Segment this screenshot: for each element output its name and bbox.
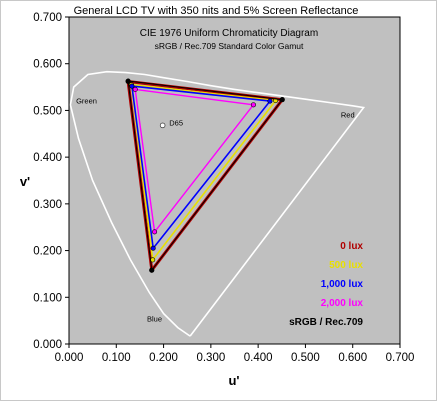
x-tick-label: 0.200 [149,352,178,364]
y-tick-label: 0.200 [33,246,62,258]
x-tick-label: 0.100 [102,352,131,364]
label-blue: Blue [147,315,162,324]
y-tick-label: 0.700 [33,12,62,24]
chart-title: General LCD TV with 350 nits and 5% Scre… [74,5,359,17]
gamut-1-000-lux [131,85,271,249]
gamut-2-000-lux [134,88,255,233]
legend-0-lux: 0 lux [340,241,363,252]
label-green: Green [76,96,97,105]
x-tick-label: 0.500 [291,352,320,364]
y-tick-label: 0.400 [33,152,62,164]
x-tick-label: 0.600 [338,352,367,364]
label-red: Red [341,110,355,119]
vertex-srgb-rec-709-2 [149,267,155,273]
legend-500-lux: 500 lux [329,260,363,271]
vertex-2-000-lux-2 [152,229,158,235]
x-tick-label: 0.400 [244,352,273,364]
spectral-locus [69,70,366,337]
diagram-subtitle: sRGB / Rec.709 Standard Color Gamut [155,41,304,51]
x-tick-label: 0.300 [196,352,225,364]
y-tick-label: 0.500 [33,105,62,117]
vertex-1-000-lux-0 [267,98,273,104]
gamut-500-lux [130,83,277,261]
vertex-2-000-lux-0 [250,102,256,108]
x-tick-label: 0.700 [386,352,415,364]
x-axis-label: u' [228,373,239,388]
y-axis-label: v' [20,174,30,189]
label-d65: D65 [169,118,183,127]
legend-srgb-rec-709: sRGB / Rec.709 [289,317,363,328]
vertex-1-000-lux-1 [129,83,135,89]
y-tick-label: 0.100 [33,292,62,304]
y-tick-label: 0.000 [33,339,62,351]
white-point-marker [159,122,166,129]
legend-1-000-lux: 1,000 lux [321,279,364,290]
y-tick-label: 0.600 [33,59,62,71]
gamut-srgb-rec-709 [127,80,283,271]
vertex-2-000-lux-1 [132,86,138,92]
diagram-title: CIE 1976 Uniform Chromaticity Diagram [140,28,318,39]
legend-2-000-lux: 2,000 lux [321,298,364,309]
x-tick-label: 0.000 [55,352,84,364]
vertex-srgb-rec-709-1 [125,78,131,84]
plot-area [68,16,401,345]
vertex-1-000-lux-2 [150,245,156,251]
vertex-srgb-rec-709-0 [279,97,285,103]
y-tick-label: 0.300 [33,199,62,211]
